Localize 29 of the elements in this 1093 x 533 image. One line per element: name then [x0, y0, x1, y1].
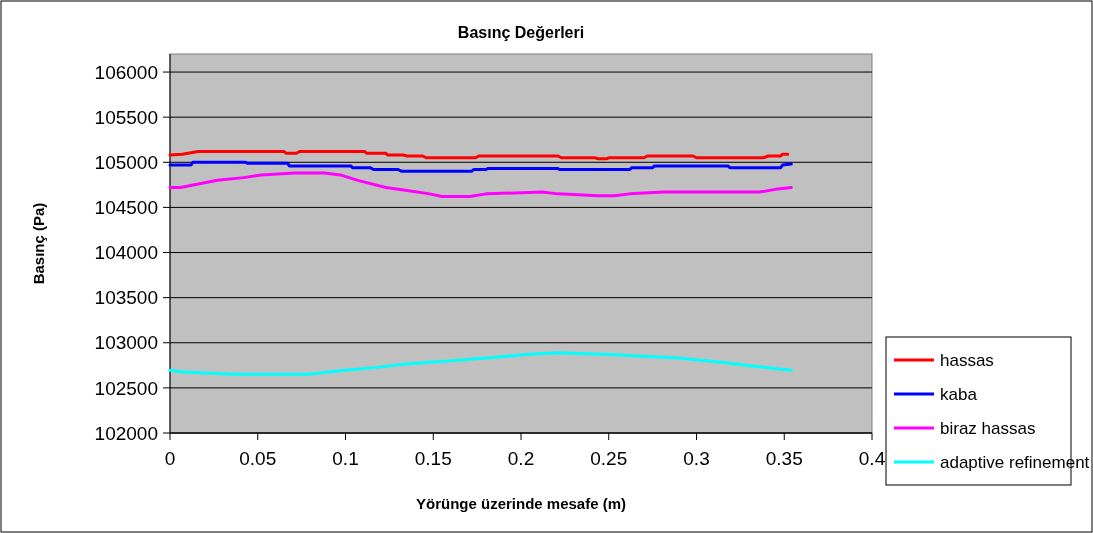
legend-label: biraz hassas — [940, 418, 1036, 438]
y-tick-label: 104500 — [94, 197, 158, 219]
legend-label: hassas — [940, 350, 994, 370]
x-tick-label: 0.05 — [239, 448, 277, 469]
y-tick-label: 102500 — [94, 377, 158, 399]
line-series — [168, 171, 793, 199]
legend-label: adaptive refinement — [940, 452, 1090, 472]
x-tick-label: 0.35 — [765, 448, 803, 469]
x-tick-label: 0.4 — [858, 448, 886, 469]
x-tick-label: 0.25 — [590, 448, 628, 469]
line-series — [168, 160, 793, 173]
x-tick-label: 0.2 — [507, 448, 535, 469]
y-tick-label: 106000 — [94, 61, 158, 83]
y-tick-label: 105000 — [94, 151, 158, 173]
y-tick-label: 105500 — [94, 106, 158, 128]
x-axis-title: Yörünge üzerinde mesafe (m) — [415, 495, 627, 512]
legend-label: kaba — [940, 384, 978, 404]
chart-title: Basınç Değerleri — [457, 24, 585, 41]
y-axis-title: Basınç (Pa) — [30, 202, 47, 285]
x-tick-label: 0.1 — [332, 448, 359, 469]
x-tick-label: 0.3 — [683, 448, 710, 469]
x-tick-label: 0 — [164, 448, 176, 469]
x-tick-label: 0.15 — [414, 448, 452, 469]
y-tick-label: 104000 — [94, 242, 158, 264]
line-series — [168, 351, 793, 376]
line-series — [168, 149, 790, 161]
y-tick-label: 103500 — [94, 287, 158, 309]
y-tick-label: 102000 — [94, 422, 158, 444]
y-tick-label: 103000 — [94, 332, 158, 354]
